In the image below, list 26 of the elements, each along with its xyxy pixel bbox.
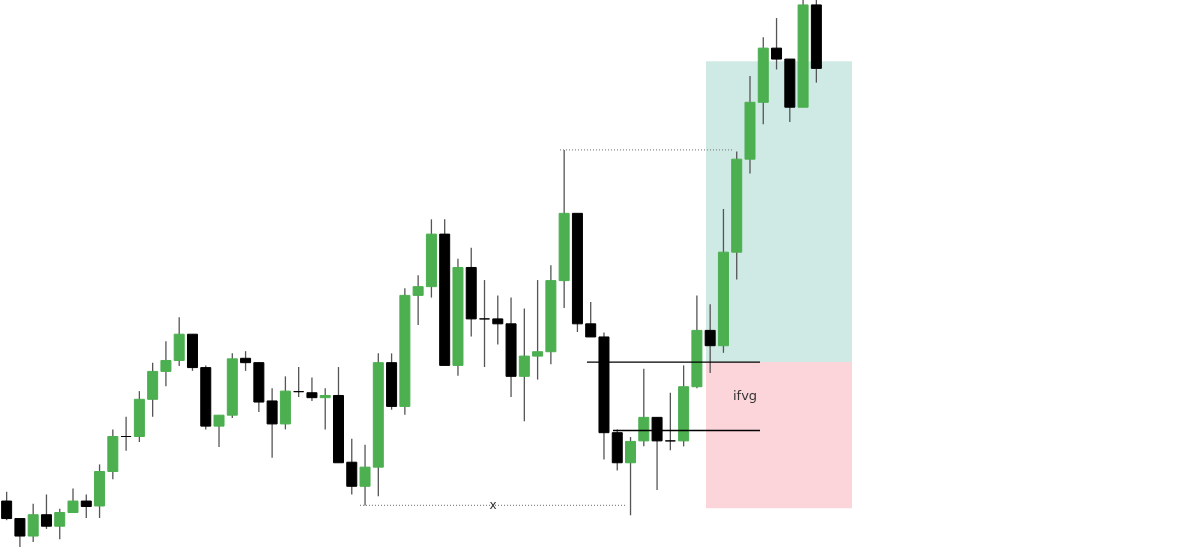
candlestick (213, 414, 225, 448)
candlestick (518, 307, 530, 422)
candlestick (319, 387, 331, 431)
candlestick (532, 279, 544, 381)
candlestick (585, 301, 597, 338)
candlestick (771, 17, 783, 71)
candlestick (492, 294, 504, 346)
candlestick (359, 444, 371, 507)
candlestick (266, 387, 278, 459)
candlestick (27, 503, 39, 543)
candlestick (625, 436, 637, 516)
candlestick (54, 508, 66, 540)
candlestick (67, 487, 79, 514)
candlestick (160, 340, 172, 387)
candlestick (240, 350, 252, 372)
candlestick (1, 491, 13, 521)
ref-line-label: x (489, 498, 497, 513)
candlestick (306, 376, 318, 402)
candlestick (80, 493, 92, 519)
candlestick (14, 517, 26, 547)
band-label: ifvg (732, 388, 758, 404)
candlestick (40, 493, 52, 530)
candlestick (638, 368, 650, 447)
candlestick (120, 416, 132, 452)
candlestick (293, 366, 305, 398)
candlestick (479, 279, 491, 368)
